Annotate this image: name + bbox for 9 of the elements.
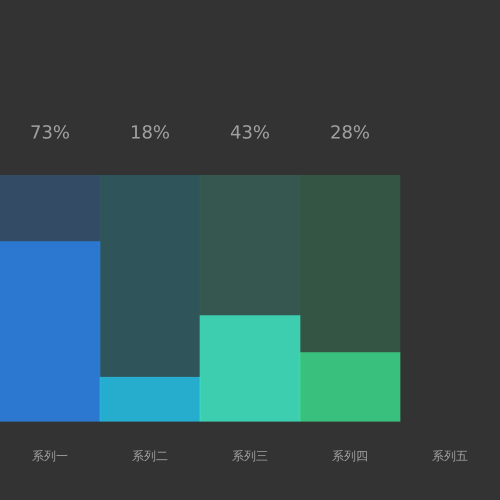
x-tick-label: 系列五 (432, 448, 468, 463)
x-tick-label: 系列一 (32, 448, 68, 463)
data-label: 43% (230, 122, 270, 144)
x-tick-label: 系列四 (332, 448, 368, 463)
x-tick-label: 系列二 (132, 448, 168, 463)
x-tick-label: 系列三 (232, 448, 268, 463)
data-label: 18% (130, 122, 170, 144)
data-label: 28% (330, 122, 370, 144)
data-label: 73% (30, 122, 70, 144)
